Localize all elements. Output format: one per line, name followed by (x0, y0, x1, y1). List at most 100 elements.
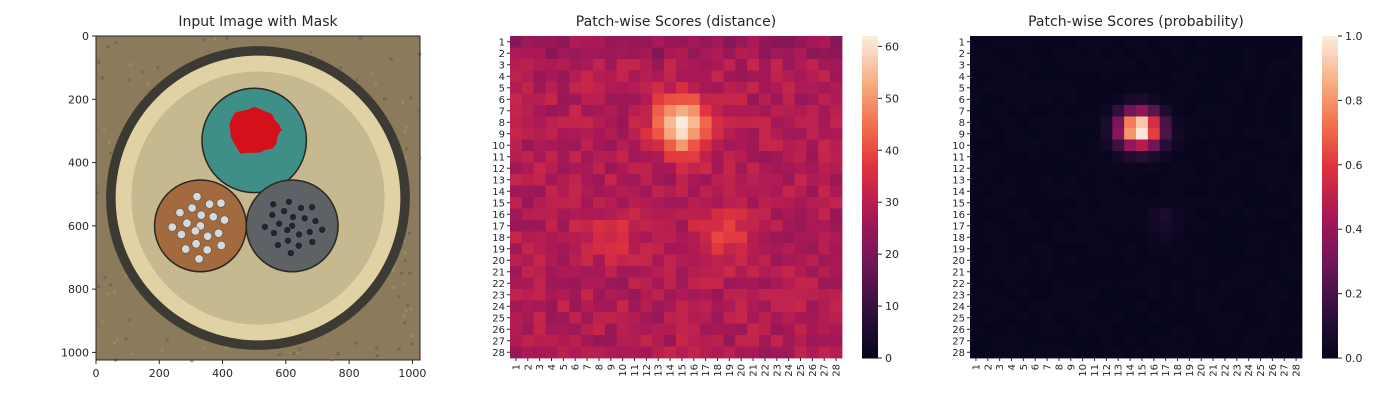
heatmap-cell (533, 116, 546, 129)
heatmap-cell (521, 335, 535, 347)
image-texture (408, 271, 412, 275)
heatmap-cell (687, 59, 701, 71)
heatmap-cell (1230, 254, 1244, 267)
heatmap-cell (1076, 151, 1089, 163)
colorbar-segment (1322, 209, 1338, 214)
heatmap-cell (1230, 323, 1244, 336)
colorbar-tick-label: 10 (885, 300, 899, 313)
heatmap-cell (735, 93, 748, 106)
heatmap-cell (1242, 174, 1255, 186)
colorbar-segment (862, 273, 878, 279)
heatmap-cell (1076, 335, 1089, 347)
heatmap-cell (794, 139, 807, 152)
heatmap-cell (735, 70, 748, 83)
heatmap-cell (759, 116, 772, 129)
heatmap-cell (1064, 36, 1078, 48)
heatmap-cell (1278, 277, 1291, 290)
colorbar-segment (1322, 180, 1338, 186)
heatmap-cell (1230, 70, 1244, 83)
colorbar-segment (1322, 172, 1338, 178)
heatmap-cell (794, 323, 807, 336)
heatmap-cell (806, 254, 819, 267)
heatmap-cell (1053, 231, 1066, 244)
heatmap-cell (593, 323, 606, 336)
y-tick-label: 21 (952, 267, 965, 278)
heatmap-cell (770, 47, 784, 60)
heatmap-cell (1112, 289, 1125, 301)
heatmap-cell (1183, 59, 1196, 71)
heatmap-cell (735, 47, 748, 60)
heatmap-cell (1064, 93, 1078, 106)
heatmap-cell (1076, 346, 1089, 359)
colorbar-segment (1322, 353, 1338, 359)
colorbar-segment (862, 241, 878, 246)
heatmap-cell (676, 70, 689, 83)
heatmap-cell (676, 208, 689, 221)
heatmap-cell (993, 220, 1006, 232)
heatmap-cell (1183, 105, 1196, 117)
heatmap-cell (818, 82, 831, 94)
colorbar-segment (862, 209, 878, 214)
heatmap-cell (806, 266, 819, 278)
heatmap-cell (1124, 70, 1137, 83)
image-texture (405, 304, 409, 308)
heatmap-cell (1183, 254, 1196, 267)
y-tick-label: 12 (952, 164, 965, 175)
heatmap-cell (1278, 289, 1291, 301)
heatmap-cell (581, 335, 594, 347)
heatmap-cell (747, 220, 760, 232)
heatmap-cell (640, 300, 653, 313)
heatmap-cell (687, 36, 701, 48)
heatmap-cell (1041, 47, 1054, 60)
image-anomaly-mask (229, 106, 283, 154)
heatmap-cell (557, 266, 570, 278)
heatmap-cell (794, 231, 807, 244)
heatmap-cell (1195, 128, 1208, 140)
heatmap-cell (628, 185, 641, 198)
x-tick-label: 10 (618, 364, 629, 377)
image-texture (106, 45, 110, 49)
heatmap-cell (806, 105, 819, 117)
y-tick-label: 2 (499, 49, 505, 60)
heatmap-cell (782, 289, 795, 301)
heatmap-cell (1230, 231, 1244, 244)
heatmap-cell (993, 151, 1006, 163)
heatmap-cell (747, 116, 760, 129)
colorbar-segment (862, 317, 878, 323)
heatmap-cell (970, 266, 983, 278)
heatmap-cell (759, 243, 772, 255)
heatmap-cell (794, 243, 807, 255)
heatmap-cell (806, 243, 819, 255)
image-frame (95, 35, 421, 361)
heatmap-cell (1290, 82, 1303, 94)
heatmap-cell (545, 220, 558, 232)
heatmap-cell (981, 323, 995, 336)
heatmap-cell (770, 59, 784, 71)
heatmap-cell (830, 139, 843, 152)
heatmap-cell (652, 312, 665, 324)
heatmap-cell (1183, 231, 1196, 244)
image-texture (409, 306, 413, 310)
heatmap-cell (1207, 243, 1220, 255)
x-tick-label: 25 (796, 364, 807, 377)
colorbar-segment (1322, 56, 1338, 61)
y-tick-label: 24 (952, 302, 965, 313)
heatmap-cell (1100, 289, 1113, 301)
heatmap-cell (782, 220, 795, 232)
y-tick-label: 28 (952, 348, 965, 359)
heatmap-cell (604, 231, 618, 244)
heatmap-cell (993, 277, 1006, 290)
colorbar-segment (1322, 136, 1338, 142)
heatmap-cell (1195, 139, 1208, 152)
heatmap-cell (970, 162, 983, 175)
heatmap-cell (581, 323, 594, 336)
heatmap-cell (664, 312, 677, 324)
heatmap-cell (664, 185, 677, 198)
heatmap-cell (676, 335, 689, 347)
heatmap-cell (970, 174, 983, 186)
heatmap-cell (981, 70, 995, 83)
heatmap-cell (545, 312, 558, 324)
heatmap-cell (723, 254, 736, 267)
heatmap-cell (782, 346, 795, 359)
heatmap-cell (533, 266, 546, 278)
